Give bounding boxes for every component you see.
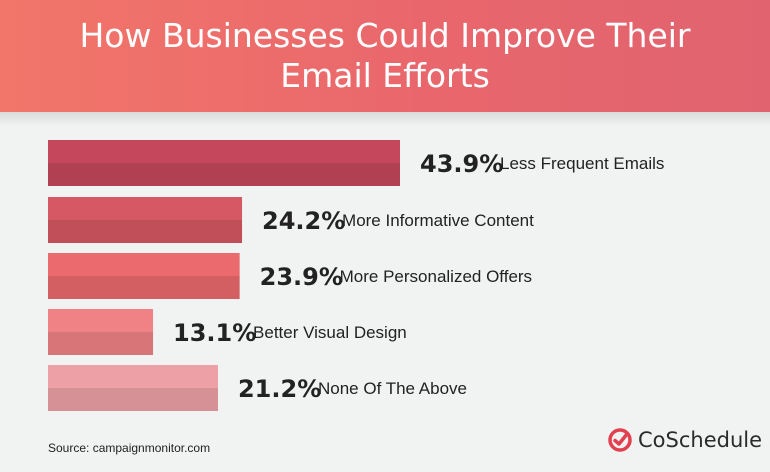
check-circle-icon [608,428,632,452]
bar-group-more-personalized-offers: 23.9%More Personalized Offers [48,253,532,299]
bar-group-more-informative-content: 24.2%More Informative Content [48,197,534,243]
value-label-less-frequent-emails: 43.9% [420,150,503,178]
bar-less-frequent-emails [48,140,400,163]
bar-shade-less-frequent-emails [48,163,400,186]
value-label-better-visual-design: 13.1% [173,319,256,347]
bar-shade-more-personalized-offers [48,276,240,299]
bar-group-better-visual-design: 13.1%Better Visual Design [48,309,407,355]
bar-shade-better-visual-design [48,332,154,355]
banner-shadow [0,112,770,126]
bar-more-personalized-offers [48,253,240,276]
bar-shade-none-of-the-above [48,388,218,411]
brand-name: CoSchedule [638,428,763,452]
bar-more-informative-content [48,197,243,220]
category-label-more-personalized-offers: More Personalized Offers [340,267,532,286]
value-label-none-of-the-above: 21.2% [238,375,321,403]
bar-none-of-the-above [48,365,218,388]
bar-shade-more-informative-content [48,220,243,243]
category-label-more-informative-content: More Informative Content [342,211,534,230]
page-title: How Businesses Could Improve Their Email… [79,16,691,95]
value-label-more-personalized-offers: 23.9% [260,263,343,291]
bar-better-visual-design [48,309,154,332]
bar-group-none-of-the-above: 21.2%None Of The Above [48,365,467,411]
source-note: Source: campaignmonitor.com [48,441,211,455]
category-label-better-visual-design: Better Visual Design [253,323,407,342]
value-label-more-informative-content: 24.2% [262,207,345,235]
brand-logo: CoSchedule [608,428,762,452]
category-label-less-frequent-emails: Less Frequent Emails [500,154,664,173]
bar-group-less-frequent-emails: 43.9%Less Frequent Emails [48,140,664,186]
title-banner: How Businesses Could Improve Their Email… [0,0,770,112]
category-label-none-of-the-above: None Of The Above [318,379,467,398]
